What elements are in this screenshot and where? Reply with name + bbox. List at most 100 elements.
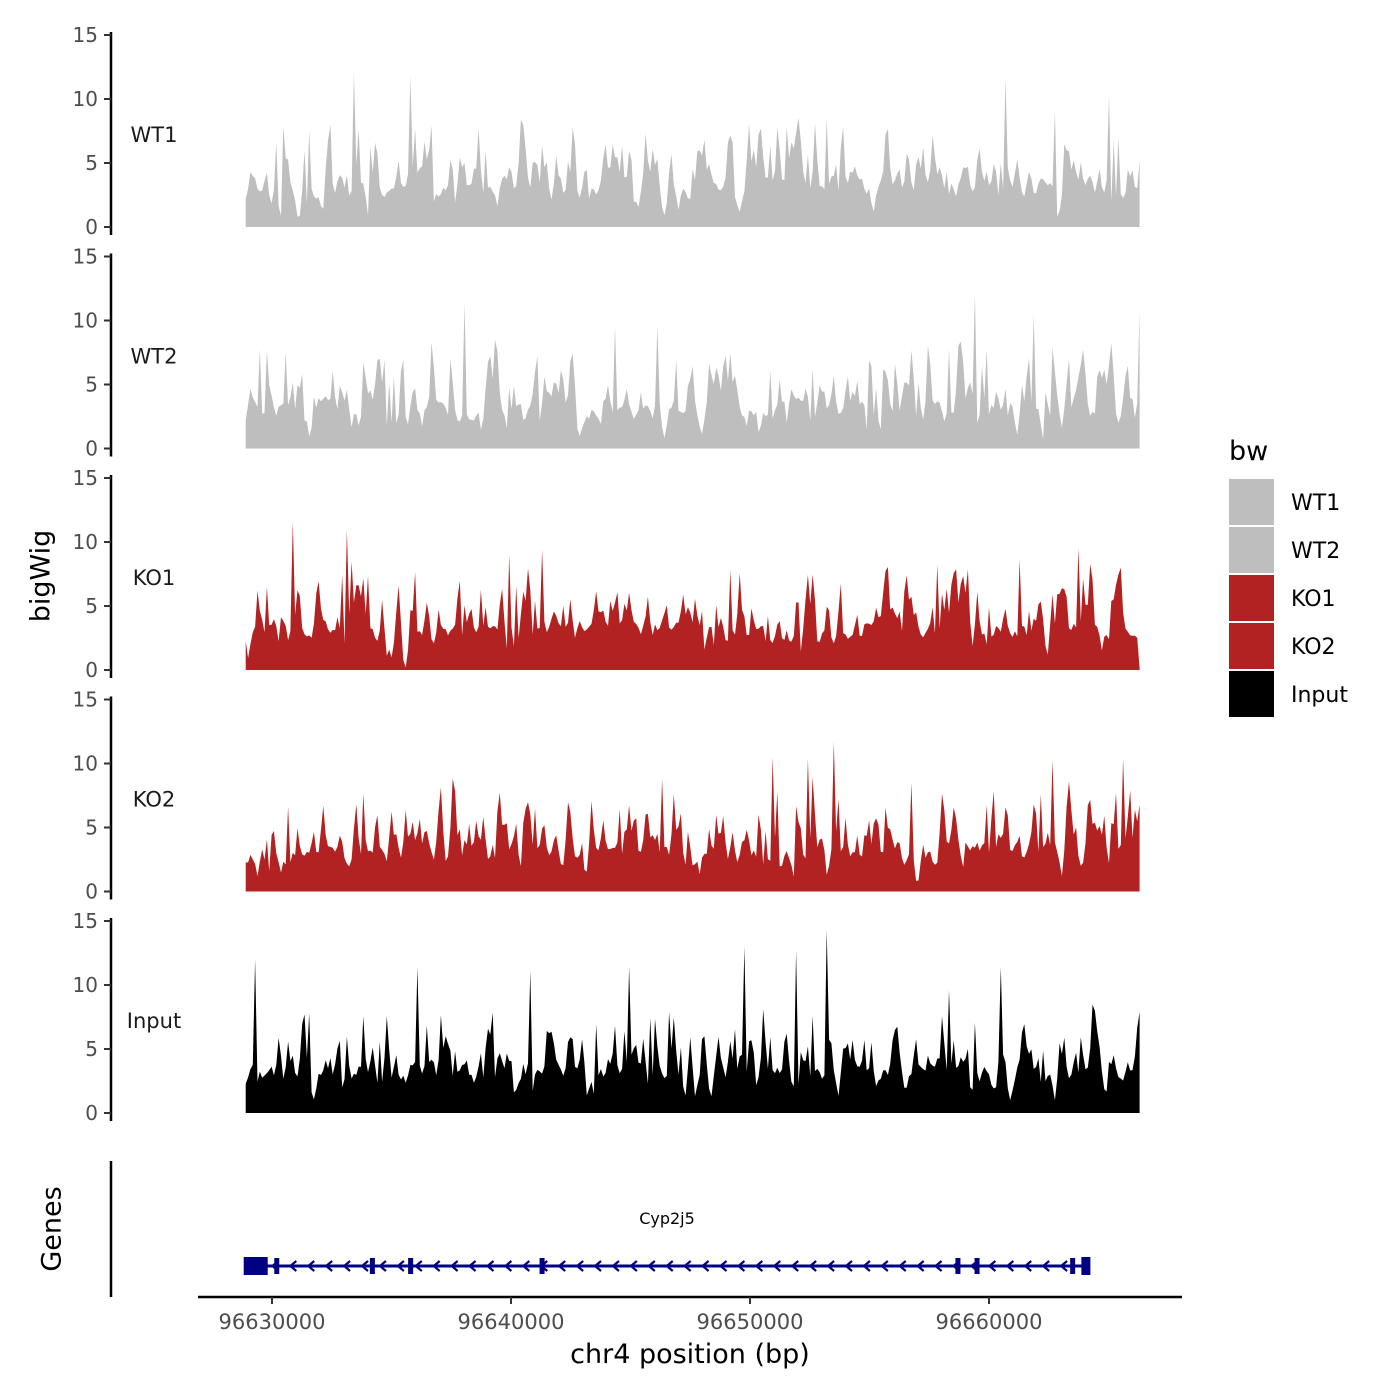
y-tick-label: 0: [85, 658, 98, 682]
legend: bw WT1 WT2 KO1 KO2 Input: [1229, 436, 1348, 717]
gene-exon: [974, 1258, 980, 1274]
y-tick-label: 10: [73, 87, 98, 111]
y-tick-label: 5: [85, 373, 98, 397]
legend-swatch-wt1: [1229, 479, 1274, 525]
y-axis-title: bigWig: [26, 530, 57, 623]
gene-strand-arrow: [431, 1260, 441, 1272]
gene-exon: [955, 1258, 961, 1274]
coverage-area-input: [245, 930, 1140, 1113]
gene-strand-arrow: [611, 1260, 620, 1272]
gene-exon: [1081, 1257, 1091, 1275]
y-tick-label: 0: [85, 215, 98, 239]
y-tick-label: 0: [85, 1101, 98, 1125]
coverage-area-wt1: [245, 72, 1140, 227]
x-tick-label: 96640000: [458, 1310, 565, 1334]
gene-exon: [247, 1258, 253, 1274]
gene-strand-arrow: [1059, 1260, 1068, 1272]
gene-strand-arrow: [521, 1260, 531, 1272]
track-label: WT2: [131, 345, 178, 369]
gene-strand-arrow: [396, 1260, 405, 1272]
legend-label-ko1: KO1: [1291, 587, 1336, 612]
gene-strand-arrow: [682, 1260, 692, 1272]
gene-strand-arrow: [933, 1260, 943, 1272]
gene-strand-arrow: [718, 1260, 728, 1272]
x-axis: 96630000 96640000 96650000 96660000 chr4 po…: [198, 1295, 1182, 1370]
gene-strand-arrow: [324, 1260, 333, 1272]
y-tick-label: 15: [73, 688, 98, 712]
legend-items: WT1 WT2 KO1 KO2 Input: [1229, 479, 1348, 717]
gene-strand-arrow: [485, 1260, 495, 1272]
gene-strand-arrow: [629, 1260, 638, 1272]
track-input: 0 5 10 15 Input: [73, 909, 1140, 1125]
gene-exon: [274, 1258, 280, 1274]
legend-label-ko2: KO2: [1291, 635, 1336, 660]
gene-model: [243, 1257, 1091, 1275]
legend-swatch-wt2: [1229, 527, 1274, 573]
y-tick-label: 5: [85, 151, 98, 175]
coverage-area-ko1: [245, 521, 1140, 670]
x-tick-label: 96650000: [697, 1310, 804, 1334]
y-tick-label: 15: [73, 909, 98, 933]
gene-strand-arrow: [880, 1260, 889, 1272]
coverage-area-wt2: [245, 293, 1140, 449]
gene-strand-arrow: [378, 1260, 387, 1272]
gene-strand-arrow: [790, 1260, 799, 1272]
track-label: Input: [127, 1009, 181, 1033]
gene-strand-arrow: [647, 1260, 656, 1272]
gene-strand-arrow: [736, 1260, 746, 1272]
coverage-tracks: 0 5 10 15 WT1 0 5 10 15 WT2 0 5 10 15 KO1 0 5 10 15 KO2 0 5 10…: [73, 23, 1140, 1125]
y-tick-label: 0: [85, 880, 98, 904]
x-axis-ticks: 96630000 96640000 96650000 96660000: [219, 1297, 1043, 1334]
track-wt2: 0 5 10 15 WT2: [73, 245, 1140, 461]
gene-strand-arrow: [898, 1260, 907, 1272]
gene-strand-arrow: [342, 1260, 351, 1272]
gene-strand-arrow: [862, 1260, 871, 1272]
gene-name-label: Cyp2j5: [639, 1209, 695, 1228]
gene-strand-arrow: [449, 1260, 459, 1272]
x-tick-label: 96660000: [936, 1310, 1043, 1334]
gene-exon: [1070, 1258, 1076, 1274]
gene-strand-arrow: [915, 1260, 925, 1272]
gene-exon: [408, 1258, 414, 1274]
track-wt1: 0 5 10 15 WT1: [73, 23, 1140, 239]
track-label: KO1: [133, 566, 176, 590]
y-tick-label: 15: [73, 23, 98, 47]
gene-strand-arrow: [1023, 1260, 1032, 1272]
legend-label-input: Input: [1291, 683, 1348, 708]
gene-strand-arrow: [700, 1260, 710, 1272]
y-tick-label: 5: [85, 1037, 98, 1061]
gene-exon: [262, 1258, 268, 1274]
legend-label-wt2: WT2: [1291, 539, 1340, 564]
gene-strand-arrow: [557, 1260, 566, 1272]
y-tick-label: 5: [85, 594, 98, 618]
y-tick-label: 0: [85, 437, 98, 461]
gene-strand-arrow: [593, 1260, 602, 1272]
legend-swatch-ko2: [1229, 623, 1274, 669]
gene-exon: [369, 1258, 375, 1274]
gene-exon: [539, 1258, 545, 1274]
y-tick-label: 10: [73, 309, 98, 333]
genes-axis-label: Genes: [37, 1186, 68, 1271]
track-ko2: 0 5 10 15 KO2: [73, 688, 1140, 904]
y-tick-label: 10: [73, 973, 98, 997]
gene-strand-arrow: [306, 1260, 315, 1272]
gene-strand-arrow: [503, 1260, 513, 1272]
y-tick-label: 15: [73, 466, 98, 490]
track-ko1: 0 5 10 15 KO1: [73, 466, 1140, 682]
x-tick-label: 96630000: [219, 1310, 326, 1334]
gene-strand-arrow: [844, 1260, 853, 1272]
y-tick-label: 15: [73, 245, 98, 269]
gene-strand-arrow: [575, 1260, 584, 1272]
gene-strand-arrow: [772, 1260, 781, 1272]
y-tick-label: 10: [73, 752, 98, 776]
gene-strand-arrow: [826, 1260, 835, 1272]
legend-swatch-input: [1229, 671, 1274, 717]
y-tick-label: 5: [85, 816, 98, 840]
gene-strand-arrow: [288, 1260, 298, 1272]
legend-label-wt1: WT1: [1291, 491, 1340, 516]
coverage-area-ko2: [245, 741, 1140, 892]
legend-swatch-ko1: [1229, 575, 1274, 621]
gene-track: Genes Cyp2j5: [37, 1161, 1091, 1297]
gene-strand-arrow: [665, 1260, 674, 1272]
